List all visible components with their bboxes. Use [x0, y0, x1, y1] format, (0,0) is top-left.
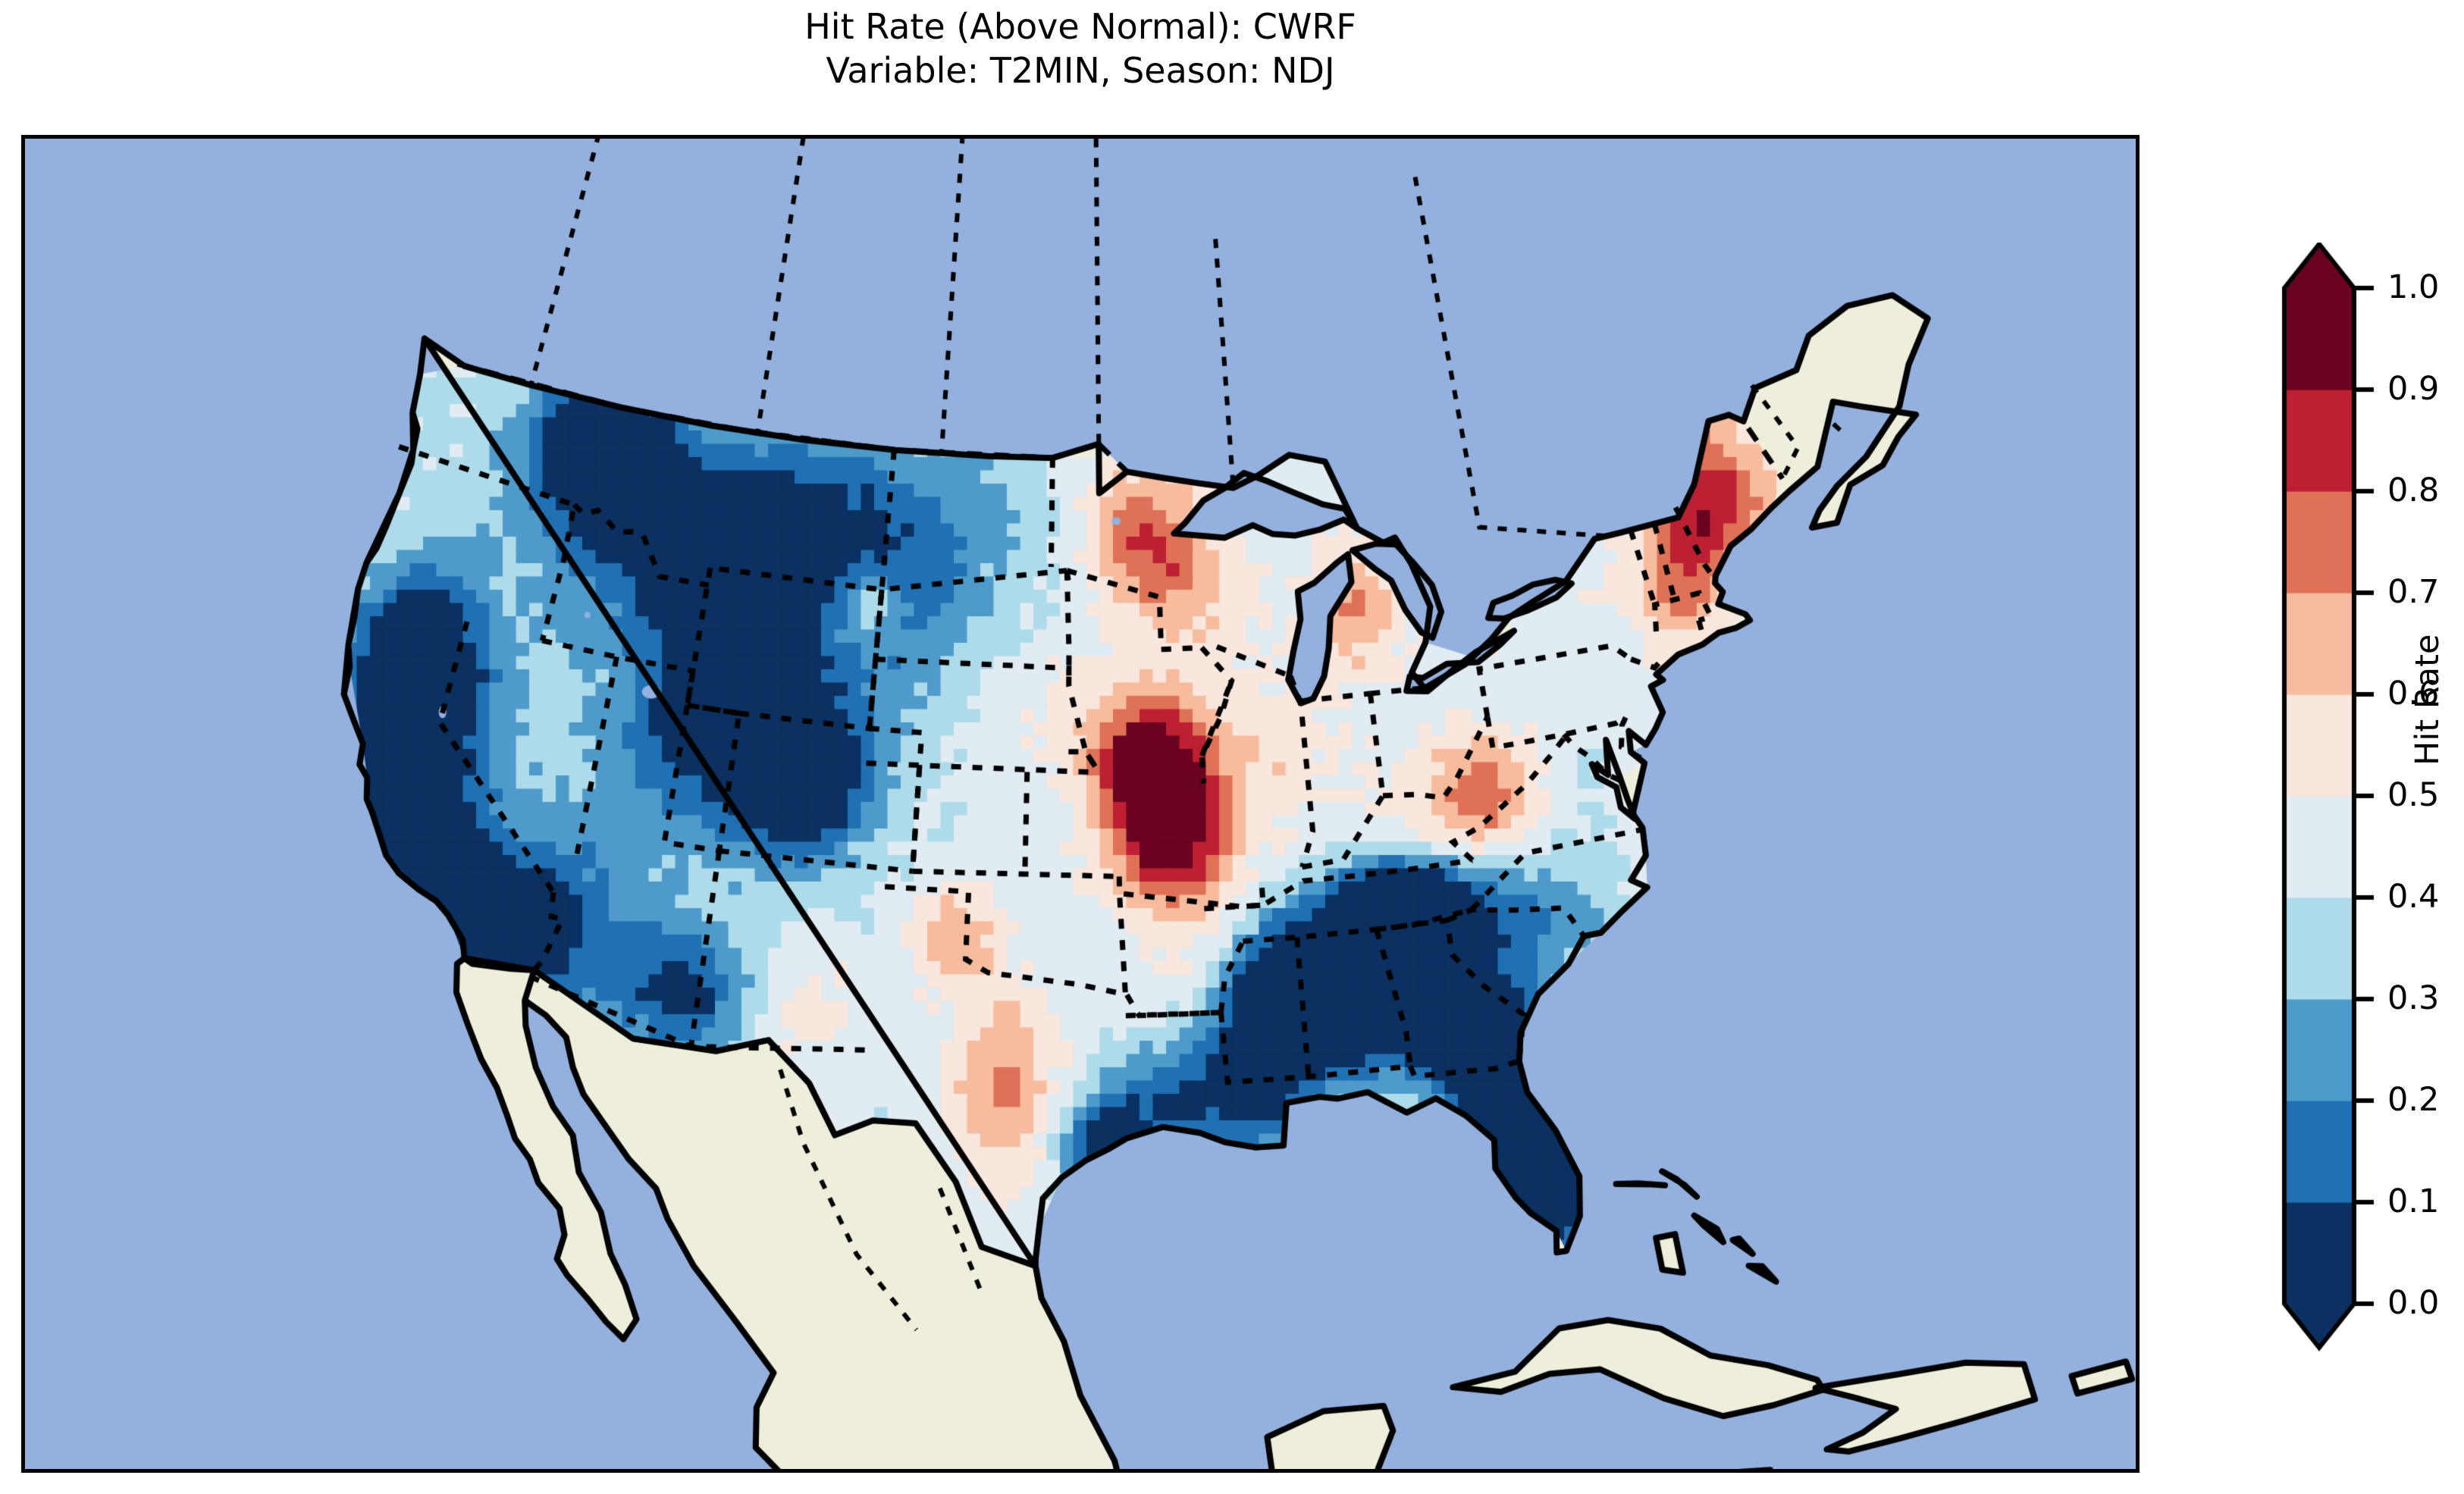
colorbar: Hit Rate 0.0 0.1 0.2 0.3 0.4 0.5 0.6 0.7 0.8 0.9 1… — [2271, 243, 2464, 1440]
hit-rate-heatmap — [25, 139, 2136, 1469]
colorbar-tick-label: 0.5 — [2387, 776, 2440, 814]
colorbar-tick-label: 0.1 — [2387, 1182, 2440, 1220]
colorbar-tick-label: 0.8 — [2387, 471, 2440, 509]
colorbar-tick-label: 0.6 — [2387, 675, 2440, 713]
colorbar-tick-label: 0.9 — [2387, 370, 2440, 408]
colorbar-tick-label: 0.7 — [2387, 573, 2440, 611]
map-panel — [21, 135, 2140, 1473]
title-line-2: Variable: T2MIN, Season: NDJ — [826, 50, 1335, 91]
colorbar-tick-label: 0.3 — [2387, 979, 2440, 1017]
colorbar-tick-label: 0.4 — [2387, 878, 2440, 916]
title-line-1: Hit Rate (Above Normal): CWRF — [804, 6, 1356, 47]
figure-title: Hit Rate (Above Normal): CWRF Variable: … — [0, 5, 2161, 92]
colorbar-gradient — [2271, 243, 2464, 1440]
colorbar-tick-label: 0.0 — [2387, 1284, 2440, 1322]
colorbar-tick-label: 1.0 — [2387, 268, 2440, 306]
colorbar-tick-label: 0.2 — [2387, 1081, 2440, 1119]
